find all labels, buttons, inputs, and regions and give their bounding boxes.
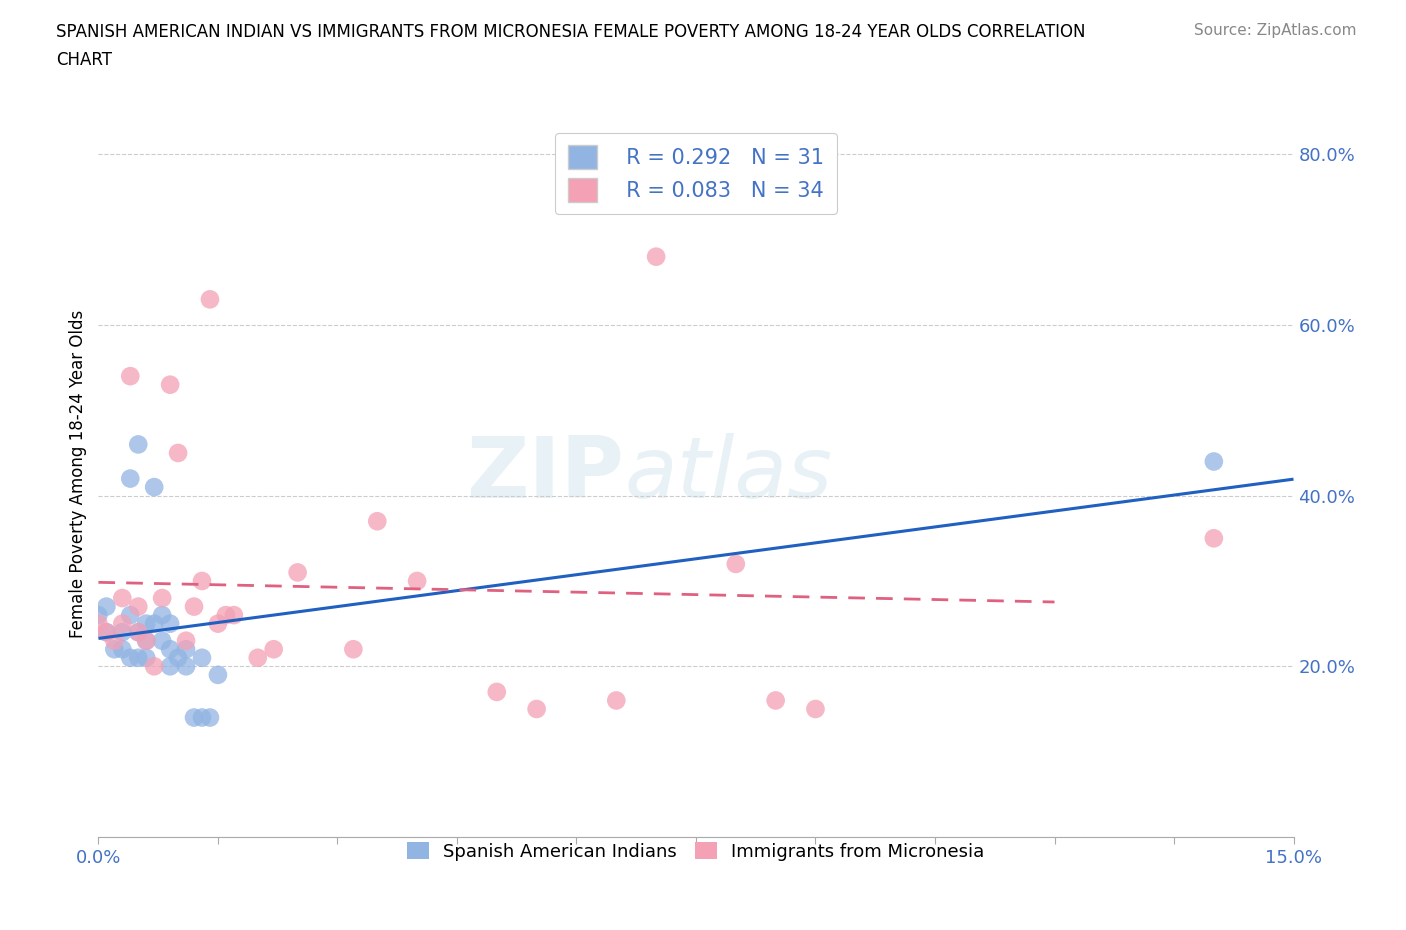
- Point: [143, 480, 166, 495]
- Point: [207, 668, 229, 683]
- Point: [111, 591, 134, 605]
- Point: [485, 684, 508, 699]
- Point: [159, 642, 181, 657]
- Text: CHART: CHART: [56, 51, 112, 69]
- Point: [191, 574, 214, 589]
- Point: [198, 292, 221, 307]
- Point: [804, 701, 827, 716]
- Point: [150, 591, 173, 605]
- Point: [191, 711, 214, 725]
- Point: [135, 650, 157, 665]
- Text: SPANISH AMERICAN INDIAN VS IMMIGRANTS FROM MICRONESIA FEMALE POVERTY AMONG 18-24: SPANISH AMERICAN INDIAN VS IMMIGRANTS FR…: [56, 23, 1085, 41]
- Point: [87, 617, 110, 631]
- Point: [207, 617, 229, 631]
- Point: [167, 445, 190, 460]
- Point: [183, 599, 205, 614]
- Point: [222, 607, 245, 622]
- Point: [120, 368, 142, 383]
- Point: [111, 617, 134, 631]
- Point: [111, 642, 134, 657]
- Point: [150, 633, 173, 648]
- Y-axis label: Female Poverty Among 18-24 Year Olds: Female Poverty Among 18-24 Year Olds: [69, 311, 87, 638]
- Point: [135, 633, 157, 648]
- Point: [120, 607, 142, 622]
- Point: [605, 693, 627, 708]
- Point: [127, 437, 149, 452]
- Point: [342, 642, 364, 657]
- Point: [183, 711, 205, 725]
- Point: [167, 650, 190, 665]
- Point: [143, 658, 166, 673]
- Point: [96, 625, 118, 640]
- Point: [526, 701, 548, 716]
- Point: [246, 650, 269, 665]
- Point: [87, 607, 110, 622]
- Point: [724, 556, 747, 571]
- Point: [120, 472, 142, 486]
- Point: [127, 650, 149, 665]
- Point: [765, 693, 787, 708]
- Point: [143, 617, 166, 631]
- Point: [127, 599, 149, 614]
- Point: [645, 249, 668, 264]
- Point: [191, 650, 214, 665]
- Point: [287, 565, 309, 580]
- Point: [103, 642, 125, 657]
- Point: [159, 378, 181, 392]
- Point: [159, 617, 181, 631]
- Point: [174, 642, 197, 657]
- Point: [120, 650, 142, 665]
- Point: [135, 617, 157, 631]
- Point: [174, 658, 197, 673]
- Point: [135, 633, 157, 648]
- Point: [263, 642, 285, 657]
- Point: [215, 607, 238, 622]
- Point: [96, 599, 118, 614]
- Legend: Spanish American Indians, Immigrants from Micronesia: Spanish American Indians, Immigrants fro…: [401, 835, 991, 868]
- Text: Source: ZipAtlas.com: Source: ZipAtlas.com: [1194, 23, 1357, 38]
- Point: [127, 625, 149, 640]
- Point: [103, 633, 125, 648]
- Point: [366, 513, 388, 528]
- Point: [127, 625, 149, 640]
- Point: [1202, 531, 1225, 546]
- Text: atlas: atlas: [624, 432, 832, 516]
- Point: [150, 607, 173, 622]
- Point: [159, 658, 181, 673]
- Point: [111, 625, 134, 640]
- Point: [198, 711, 221, 725]
- Point: [174, 633, 197, 648]
- Text: ZIP: ZIP: [467, 432, 624, 516]
- Point: [96, 625, 118, 640]
- Point: [1202, 454, 1225, 469]
- Point: [406, 574, 429, 589]
